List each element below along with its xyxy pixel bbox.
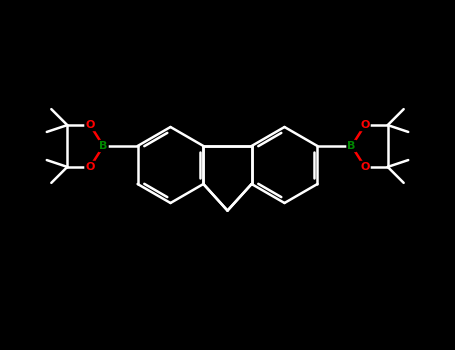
Text: O: O xyxy=(86,120,95,130)
Text: B: B xyxy=(99,141,107,151)
Text: B: B xyxy=(348,141,356,151)
Text: O: O xyxy=(360,162,369,172)
Text: O: O xyxy=(86,162,95,172)
Text: O: O xyxy=(360,120,369,130)
